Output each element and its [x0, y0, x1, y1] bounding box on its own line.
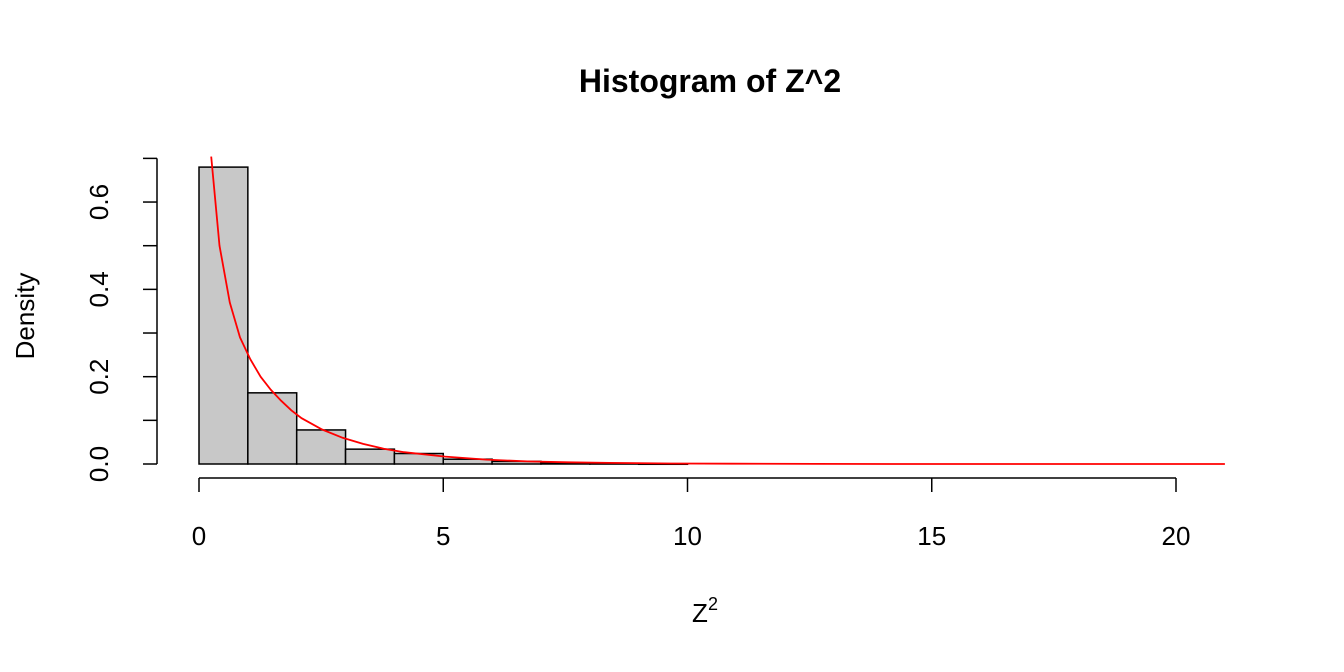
- x-tick-label-20: 20: [1162, 521, 1191, 551]
- y-tick-label-1: 0.2: [84, 359, 114, 395]
- x-axis: 0 5 10 15 20: [192, 477, 1191, 551]
- x-tick-label-5: 5: [436, 521, 450, 551]
- chart-title: Histogram of Z^2: [579, 63, 841, 99]
- x-axis-label-superscript: 2: [708, 594, 718, 614]
- x-axis-label-base: Z: [692, 598, 708, 628]
- x-axis-label: Z2: [692, 594, 718, 628]
- y-tick-label-3: 0.6: [84, 184, 114, 220]
- x-tick-label-15: 15: [917, 521, 946, 551]
- density-curve: [210, 156, 1225, 465]
- x-tick-label-0: 0: [192, 521, 206, 551]
- density-curve-group: [210, 156, 1225, 465]
- y-tick-label-2: 0.4: [84, 271, 114, 307]
- histogram-bar-4: [344, 448, 396, 465]
- histogram-bar-2: [247, 392, 298, 465]
- histogram-bar-1: [198, 166, 249, 465]
- histogram-bar-3: [295, 429, 347, 465]
- y-axis-label: Density: [10, 273, 40, 360]
- x-tick-label-10: 10: [673, 521, 702, 551]
- y-axis: 0.0 0.2 0.4 0.6: [84, 157, 158, 482]
- y-tick-label-0: 0.0: [84, 446, 114, 482]
- histogram-bars: [198, 166, 689, 466]
